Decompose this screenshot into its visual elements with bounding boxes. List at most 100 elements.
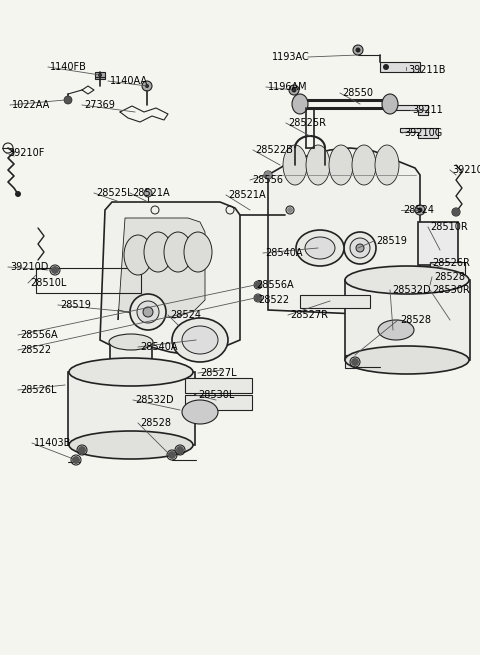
Ellipse shape xyxy=(382,94,398,114)
Circle shape xyxy=(254,282,262,288)
Ellipse shape xyxy=(172,318,228,362)
Ellipse shape xyxy=(182,400,218,424)
Circle shape xyxy=(143,307,153,317)
Circle shape xyxy=(383,64,389,70)
Ellipse shape xyxy=(306,145,330,185)
Text: 39210D: 39210D xyxy=(10,262,48,272)
Circle shape xyxy=(351,358,359,366)
Ellipse shape xyxy=(345,346,469,374)
Circle shape xyxy=(78,446,86,454)
Text: 28519: 28519 xyxy=(60,300,91,310)
Polygon shape xyxy=(68,372,195,445)
Text: 28510L: 28510L xyxy=(30,278,66,288)
Ellipse shape xyxy=(292,94,308,114)
Circle shape xyxy=(287,207,293,213)
Text: 28528: 28528 xyxy=(140,418,171,428)
Circle shape xyxy=(15,191,21,197)
Circle shape xyxy=(130,294,166,330)
Text: 28522B: 28522B xyxy=(255,145,293,155)
Text: 1140AA: 1140AA xyxy=(110,76,148,86)
Circle shape xyxy=(98,73,102,77)
Text: 28527L: 28527L xyxy=(200,368,237,378)
Text: 11403B: 11403B xyxy=(34,438,72,448)
Text: 1140FB: 1140FB xyxy=(50,62,87,72)
Polygon shape xyxy=(268,148,420,315)
Ellipse shape xyxy=(329,145,353,185)
Text: 28525L: 28525L xyxy=(96,188,132,198)
Text: 28521A: 28521A xyxy=(228,190,265,200)
Text: 39211: 39211 xyxy=(412,105,443,115)
Text: 28522: 28522 xyxy=(258,295,289,305)
Circle shape xyxy=(51,266,59,274)
Text: 28526L: 28526L xyxy=(20,385,57,395)
Text: 1196AM: 1196AM xyxy=(268,82,308,92)
Circle shape xyxy=(353,45,363,55)
Circle shape xyxy=(418,208,422,212)
Bar xyxy=(36,268,141,293)
Text: 28528: 28528 xyxy=(434,272,465,282)
Bar xyxy=(95,72,105,79)
Circle shape xyxy=(350,238,370,258)
Ellipse shape xyxy=(283,145,307,185)
Text: 28556A: 28556A xyxy=(20,330,58,340)
Ellipse shape xyxy=(164,232,192,272)
Polygon shape xyxy=(185,378,252,393)
Text: 28510R: 28510R xyxy=(430,222,468,232)
Ellipse shape xyxy=(352,145,376,185)
Ellipse shape xyxy=(182,326,218,354)
Circle shape xyxy=(72,456,80,464)
Text: 39210G: 39210G xyxy=(404,128,442,138)
Text: 28527R: 28527R xyxy=(290,310,328,320)
Polygon shape xyxy=(110,342,152,372)
Text: 28540A: 28540A xyxy=(265,248,302,258)
Text: 28530R: 28530R xyxy=(432,285,470,295)
Text: 28550: 28550 xyxy=(342,88,373,98)
Ellipse shape xyxy=(69,358,193,386)
Text: 39211B: 39211B xyxy=(408,65,445,75)
Polygon shape xyxy=(418,222,458,280)
Ellipse shape xyxy=(109,334,153,350)
Text: 1193AC: 1193AC xyxy=(272,52,310,62)
Text: 1022AA: 1022AA xyxy=(12,100,50,110)
Text: 28556A: 28556A xyxy=(256,280,294,290)
Circle shape xyxy=(356,244,364,252)
Text: 28521A: 28521A xyxy=(132,188,169,198)
Circle shape xyxy=(145,84,149,88)
Text: 28522: 28522 xyxy=(20,345,51,355)
Text: 28526R: 28526R xyxy=(432,258,470,268)
Circle shape xyxy=(64,96,72,104)
Text: 28532D: 28532D xyxy=(135,395,174,405)
Text: 28519: 28519 xyxy=(376,236,407,246)
Circle shape xyxy=(289,85,299,95)
Polygon shape xyxy=(345,355,420,368)
Ellipse shape xyxy=(124,235,152,275)
Circle shape xyxy=(344,232,376,264)
Text: 28530L: 28530L xyxy=(198,390,234,400)
Circle shape xyxy=(254,295,262,301)
Text: 39210F: 39210F xyxy=(8,148,44,158)
Polygon shape xyxy=(300,295,370,308)
Circle shape xyxy=(142,81,152,91)
Text: 27369: 27369 xyxy=(84,100,115,110)
Polygon shape xyxy=(100,202,240,355)
Polygon shape xyxy=(380,62,420,72)
Ellipse shape xyxy=(305,237,335,259)
Text: 28525R: 28525R xyxy=(288,118,326,128)
Polygon shape xyxy=(118,218,205,320)
Ellipse shape xyxy=(296,230,344,266)
Text: 28532D: 28532D xyxy=(392,285,431,295)
Ellipse shape xyxy=(69,431,193,459)
Text: 39210E: 39210E xyxy=(452,165,480,175)
Ellipse shape xyxy=(345,266,469,294)
Text: 28524: 28524 xyxy=(403,205,434,215)
Text: 28528: 28528 xyxy=(400,315,431,325)
Ellipse shape xyxy=(375,145,399,185)
Ellipse shape xyxy=(184,232,212,272)
Circle shape xyxy=(356,48,360,52)
Polygon shape xyxy=(185,395,252,410)
Polygon shape xyxy=(388,105,428,115)
Circle shape xyxy=(415,205,425,215)
Text: 28556: 28556 xyxy=(252,175,283,185)
Polygon shape xyxy=(400,128,438,138)
Polygon shape xyxy=(345,280,470,360)
